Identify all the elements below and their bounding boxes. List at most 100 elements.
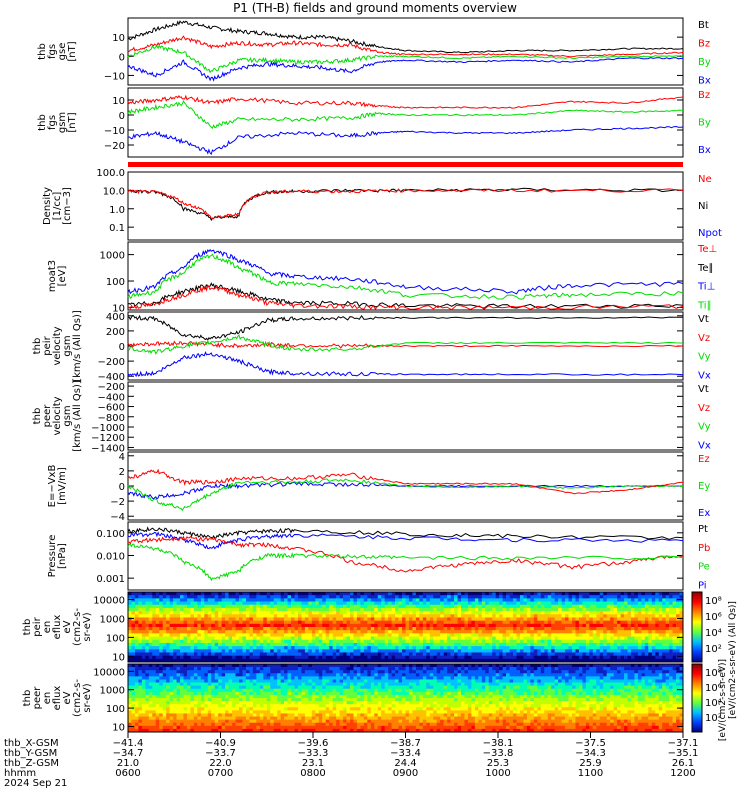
spectrogram-cell	[662, 655, 666, 660]
spectrogram-cell	[162, 636, 167, 641]
spectrogram-cell	[159, 614, 163, 618]
spectrogram-cell	[242, 636, 247, 641]
spectrogram-cell	[353, 623, 358, 628]
spectrogram-cell	[315, 682, 320, 686]
spectrogram-cell	[627, 607, 632, 612]
spectrogram-cell	[561, 617, 566, 621]
spectrogram-cell	[162, 620, 167, 625]
spectrogram-cell	[148, 630, 153, 634]
spectrogram-cell	[554, 604, 559, 609]
spectrogram-cell	[211, 633, 216, 637]
spectrogram-cell	[294, 639, 299, 644]
spectrogram-cell	[405, 642, 410, 647]
spectrogram-cell	[322, 617, 327, 621]
spectrogram-cell	[672, 630, 677, 634]
spectrogram-cell	[297, 639, 302, 644]
spectrogram-cell	[304, 688, 309, 693]
spectrogram-cell	[381, 649, 385, 653]
spectrogram-cell	[454, 604, 458, 609]
spectrogram-cell	[506, 611, 510, 615]
spectrogram-cell	[422, 617, 427, 621]
spectrogram-cell	[433, 652, 438, 656]
spectrogram-cell	[263, 667, 268, 671]
spectrogram-cell	[395, 627, 399, 631]
spectrogram-cell	[315, 670, 320, 674]
spectrogram-cell	[492, 620, 496, 625]
spectrogram-cell	[655, 636, 660, 641]
spectrogram-cell	[429, 620, 434, 625]
spectrogram-cell	[325, 592, 330, 596]
spectrogram-cell	[429, 630, 434, 634]
spectrogram-cell	[308, 716, 313, 720]
spectrogram-cell	[180, 725, 184, 730]
spectrogram-cell	[141, 713, 146, 717]
spectrogram-cell	[422, 658, 427, 663]
spectrogram-cell	[523, 658, 528, 663]
spectrogram-cell	[200, 725, 205, 730]
spectrogram-cell	[450, 655, 455, 660]
spectrogram-cell	[419, 617, 424, 621]
spectrogram-cell	[148, 601, 153, 606]
spectrogram-cell	[315, 592, 320, 596]
spectrogram-cell	[641, 598, 646, 602]
spectrogram-cell	[131, 617, 136, 621]
spectrogram-cell	[530, 630, 535, 634]
spectrogram-cell	[627, 611, 632, 615]
spectrogram-cell	[495, 627, 500, 631]
spectrogram-cell	[190, 679, 195, 683]
spectrogram-cell	[235, 698, 240, 702]
spectrogram-cell	[398, 639, 403, 644]
spectrogram-cell	[266, 716, 271, 720]
spectrogram-cell	[280, 704, 285, 708]
spectrogram-cell	[589, 633, 594, 637]
spectrogram-cell	[630, 604, 635, 609]
spectrogram-cell	[322, 658, 327, 663]
spectrogram-cell	[232, 694, 236, 699]
spectrogram-cell	[186, 658, 191, 663]
spectrogram-cell	[200, 652, 205, 656]
spectrogram-cell	[617, 649, 621, 653]
spectrogram-cell	[356, 604, 361, 609]
spectrogram-cell	[211, 691, 216, 696]
spectrogram-cell	[169, 722, 174, 727]
spectrogram-cell	[249, 713, 254, 717]
spectrogram-cell	[263, 623, 268, 628]
spectrogram-cell	[173, 701, 177, 705]
spectrogram-cell	[204, 713, 209, 717]
spectrogram-cell	[183, 679, 188, 683]
spectrogram-cell	[200, 646, 205, 650]
spectrogram-cell	[624, 646, 628, 650]
spectrogram-cell	[343, 630, 347, 634]
spectrogram-cell	[488, 607, 493, 612]
spectrogram-cell	[141, 649, 146, 653]
spectrogram-cell	[159, 701, 163, 705]
spectrogram-cell	[169, 664, 174, 668]
y-tick-label: −800	[98, 413, 125, 424]
spectrogram-cell	[180, 658, 184, 663]
spectrogram-cell	[533, 658, 538, 663]
spectrogram-cell	[245, 611, 250, 615]
spectrogram-cell	[408, 598, 413, 602]
spectrogram-cell	[245, 685, 250, 690]
spectrogram-cell	[152, 664, 157, 668]
spectrogram-cell	[641, 607, 646, 612]
spectrogram-cell	[176, 646, 181, 650]
spectrogram-cell	[540, 595, 545, 599]
spectrogram-cell	[447, 636, 451, 641]
spectrogram-cell	[280, 679, 285, 683]
spectrogram-cell	[679, 617, 684, 621]
spectrogram-cell	[488, 646, 493, 650]
spectrogram-cell	[138, 639, 143, 644]
spectrogram-cell	[301, 630, 306, 634]
spectrogram-cell	[190, 636, 195, 641]
spectrogram-cell	[578, 642, 583, 647]
spectrogram-cell	[440, 607, 444, 612]
spectrogram-cell	[440, 658, 444, 663]
spectrogram-cell	[408, 604, 413, 609]
spectrogram-cell	[242, 716, 247, 720]
spectrogram-cell	[436, 598, 441, 602]
spectrogram-cell	[519, 611, 524, 615]
spectrogram-cell	[214, 698, 219, 702]
spectrogram-cell	[141, 688, 146, 693]
spectrogram-cell	[291, 607, 295, 612]
